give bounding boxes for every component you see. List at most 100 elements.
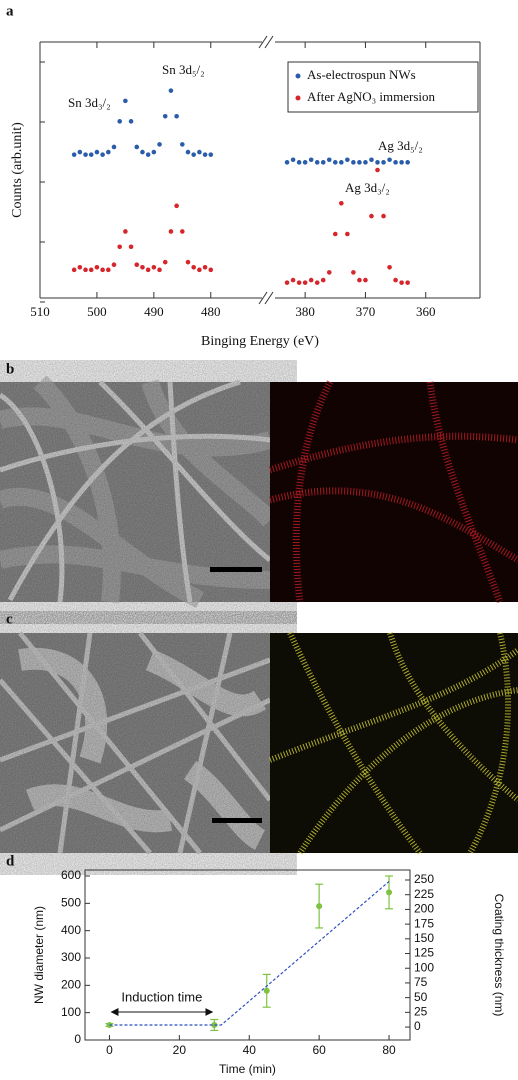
x-tick-label: 40 bbox=[243, 1043, 257, 1057]
data-point bbox=[399, 160, 404, 165]
sem-image-c bbox=[0, 633, 270, 853]
data-point bbox=[393, 278, 398, 283]
y2-tick-label: 75 bbox=[414, 975, 428, 989]
data-point bbox=[339, 201, 344, 206]
y2-tick-label: 125 bbox=[414, 946, 434, 960]
data-point bbox=[208, 152, 213, 157]
eds-map-b bbox=[270, 382, 518, 602]
data-point bbox=[321, 278, 326, 283]
y-axis-label: Counts (arb.unit) bbox=[10, 122, 25, 218]
data-point bbox=[134, 145, 139, 150]
data-point bbox=[100, 152, 105, 157]
data-point bbox=[146, 152, 151, 157]
data-point bbox=[140, 265, 145, 270]
data-point bbox=[191, 265, 196, 270]
y2-tick-label: 100 bbox=[414, 960, 434, 974]
y-tick-label: 0 bbox=[74, 1032, 81, 1046]
data-point bbox=[315, 160, 320, 165]
data-point bbox=[345, 157, 350, 162]
data-point bbox=[117, 119, 122, 124]
y-tick-label: 400 bbox=[61, 923, 81, 937]
data-point bbox=[405, 160, 410, 165]
x-tick-label: 0 bbox=[106, 1043, 113, 1057]
y2-tick-label: 225 bbox=[414, 887, 434, 901]
data-point bbox=[152, 150, 157, 155]
x-tick-label: 60 bbox=[312, 1043, 326, 1057]
data-point bbox=[180, 142, 185, 147]
y2-tick-label: 25 bbox=[414, 1005, 428, 1019]
data-point bbox=[393, 160, 398, 165]
data-point bbox=[123, 229, 128, 234]
panel-label: d bbox=[6, 853, 15, 869]
eds-map-c bbox=[270, 633, 518, 853]
data-point bbox=[134, 262, 139, 267]
x-axis-label: Binging Energy (eV) bbox=[201, 334, 319, 349]
data-point bbox=[363, 278, 368, 283]
data-point bbox=[339, 160, 344, 165]
page: abcd510500490480380370360Binging Energy … bbox=[0, 0, 518, 1080]
data-point bbox=[399, 280, 404, 285]
panel-label: c bbox=[6, 611, 13, 627]
data-point bbox=[163, 114, 168, 119]
data-point bbox=[95, 150, 100, 155]
data-point bbox=[405, 280, 410, 285]
data-point bbox=[285, 280, 290, 285]
data-point bbox=[369, 157, 374, 162]
data-point bbox=[309, 278, 314, 283]
data-point bbox=[386, 889, 392, 895]
panel-label: a bbox=[6, 3, 14, 19]
data-point bbox=[203, 152, 208, 157]
data-point bbox=[333, 232, 338, 237]
y2-tick-label: 250 bbox=[414, 872, 434, 886]
peak-label: Ag 3d₅/₂ bbox=[378, 138, 423, 153]
data-point bbox=[191, 152, 196, 157]
data-point bbox=[117, 245, 122, 250]
data-point bbox=[100, 268, 105, 273]
data-point bbox=[357, 278, 362, 283]
data-point bbox=[78, 265, 83, 270]
data-point bbox=[78, 150, 83, 155]
x-axis-label: Time (min) bbox=[219, 1062, 276, 1076]
data-point bbox=[152, 265, 157, 270]
data-point bbox=[208, 268, 213, 273]
y-axis-label: NW diameter (nm) bbox=[32, 906, 46, 1004]
y-tick-label: 100 bbox=[61, 1005, 81, 1019]
data-point bbox=[303, 280, 308, 285]
data-point bbox=[333, 160, 338, 165]
sem-image-b bbox=[0, 382, 270, 602]
y2-tick-label: 50 bbox=[414, 990, 428, 1004]
x-tick-label: 380 bbox=[295, 304, 315, 319]
data-point bbox=[106, 150, 111, 155]
y2-tick-label: 0 bbox=[414, 1019, 421, 1033]
data-point bbox=[157, 268, 162, 273]
data-point bbox=[203, 265, 208, 270]
data-point bbox=[357, 160, 362, 165]
x-tick-label: 500 bbox=[87, 304, 107, 319]
y-tick-label: 200 bbox=[61, 978, 81, 992]
data-point bbox=[83, 268, 88, 273]
peak-label: Sn 3d₅/₂ bbox=[162, 62, 205, 77]
data-point bbox=[157, 142, 162, 147]
data-point bbox=[297, 280, 302, 285]
data-point bbox=[197, 268, 202, 273]
data-point bbox=[375, 168, 380, 173]
data-point bbox=[351, 270, 356, 275]
data-point bbox=[327, 270, 332, 275]
legend-marker bbox=[296, 96, 301, 101]
data-point bbox=[180, 229, 185, 234]
x-tick-label: 80 bbox=[382, 1043, 396, 1057]
y2-tick-label: 175 bbox=[414, 916, 434, 930]
data-point bbox=[381, 160, 386, 165]
data-point bbox=[140, 150, 145, 155]
data-point bbox=[169, 88, 174, 93]
data-point bbox=[345, 232, 350, 237]
data-point bbox=[264, 988, 270, 994]
y2-tick-label: 150 bbox=[414, 931, 434, 945]
data-point bbox=[169, 229, 174, 234]
data-point bbox=[309, 157, 314, 162]
x-tick-label: 360 bbox=[416, 304, 436, 319]
data-point bbox=[197, 150, 202, 155]
y2-axis-label: Coating thickness (nm) bbox=[492, 894, 506, 1017]
legend-label: After AgNO₃ immersion bbox=[307, 89, 436, 104]
y-tick-label: 600 bbox=[61, 868, 81, 882]
